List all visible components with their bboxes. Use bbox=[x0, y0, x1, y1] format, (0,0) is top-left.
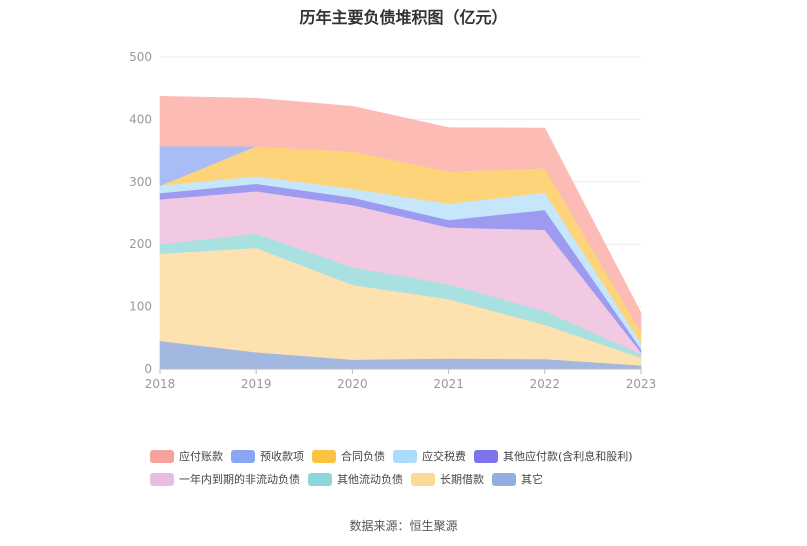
x-tick-label: 2019 bbox=[241, 377, 272, 391]
x-tick-label: 2023 bbox=[626, 377, 657, 391]
axes: 0 100 200 300 400 500 2018 2019 2020 2021 2022 2023 bbox=[129, 50, 656, 391]
data-source: 数据来源：恒生聚源 bbox=[349, 519, 458, 533]
y-tick-label: 200 bbox=[129, 237, 152, 251]
legend-label: 应交税费 bbox=[422, 450, 466, 463]
legend-swatch bbox=[492, 472, 516, 486]
y-tick-label: 400 bbox=[129, 112, 152, 126]
chart-title: 历年主要负债堆积图（亿元） bbox=[299, 8, 508, 27]
y-tick-label: 300 bbox=[129, 175, 152, 189]
legend-label: 其他流动负债 bbox=[337, 473, 403, 486]
x-tick-label: 2022 bbox=[530, 377, 561, 391]
area-series[interactable] bbox=[159, 95, 642, 333]
legend-item[interactable]: 其他流动负债 bbox=[308, 471, 403, 487]
y-tick-label: 500 bbox=[129, 50, 152, 64]
x-tick-label: 2018 bbox=[145, 377, 176, 391]
legend-swatch bbox=[150, 472, 174, 486]
x-tick-label: 2021 bbox=[433, 377, 464, 391]
legend-label: 其他应付款(含利息和股利) bbox=[503, 450, 633, 463]
legend-label: 一年内到期的非流动负债 bbox=[179, 473, 300, 486]
y-tick-label: 0 bbox=[144, 362, 152, 376]
legend-swatch bbox=[312, 449, 336, 463]
y-tick-label: 100 bbox=[129, 300, 152, 314]
legend: 应付账款 预收款项 合同负债 应交税费 其他应付款(含利息和股利) 一年内到期的非流动负债… bbox=[150, 448, 670, 487]
x-tick-label: 2020 bbox=[337, 377, 368, 391]
legend-label: 预收款项 bbox=[260, 450, 304, 463]
area-series-group bbox=[159, 95, 642, 370]
legend-label: 应付账款 bbox=[179, 450, 223, 463]
legend-label: 长期借款 bbox=[440, 473, 484, 486]
legend-item[interactable]: 一年内到期的非流动负债 bbox=[150, 471, 300, 487]
legend-item[interactable]: 其他应付款(含利息和股利) bbox=[474, 448, 633, 464]
stacked-area-chart: 0 100 200 300 400 500 2018 2019 2020 2021 2022 2023 bbox=[129, 50, 656, 391]
legend-item[interactable]: 应付账款 bbox=[150, 448, 223, 464]
legend-swatch bbox=[308, 472, 332, 486]
legend-item[interactable]: 长期借款 bbox=[411, 471, 484, 487]
legend-item[interactable]: 应交税费 bbox=[393, 448, 466, 464]
legend-swatch bbox=[150, 449, 174, 463]
legend-swatch bbox=[411, 472, 435, 486]
legend-item[interactable]: 合同负债 bbox=[312, 448, 385, 464]
legend-swatch bbox=[474, 449, 498, 463]
legend-swatch bbox=[393, 449, 417, 463]
legend-label: 合同负债 bbox=[341, 450, 385, 463]
legend-item[interactable]: 其它 bbox=[492, 471, 543, 487]
legend-item[interactable]: 预收款项 bbox=[231, 448, 304, 464]
legend-label: 其它 bbox=[521, 473, 543, 486]
legend-swatch bbox=[231, 449, 255, 463]
